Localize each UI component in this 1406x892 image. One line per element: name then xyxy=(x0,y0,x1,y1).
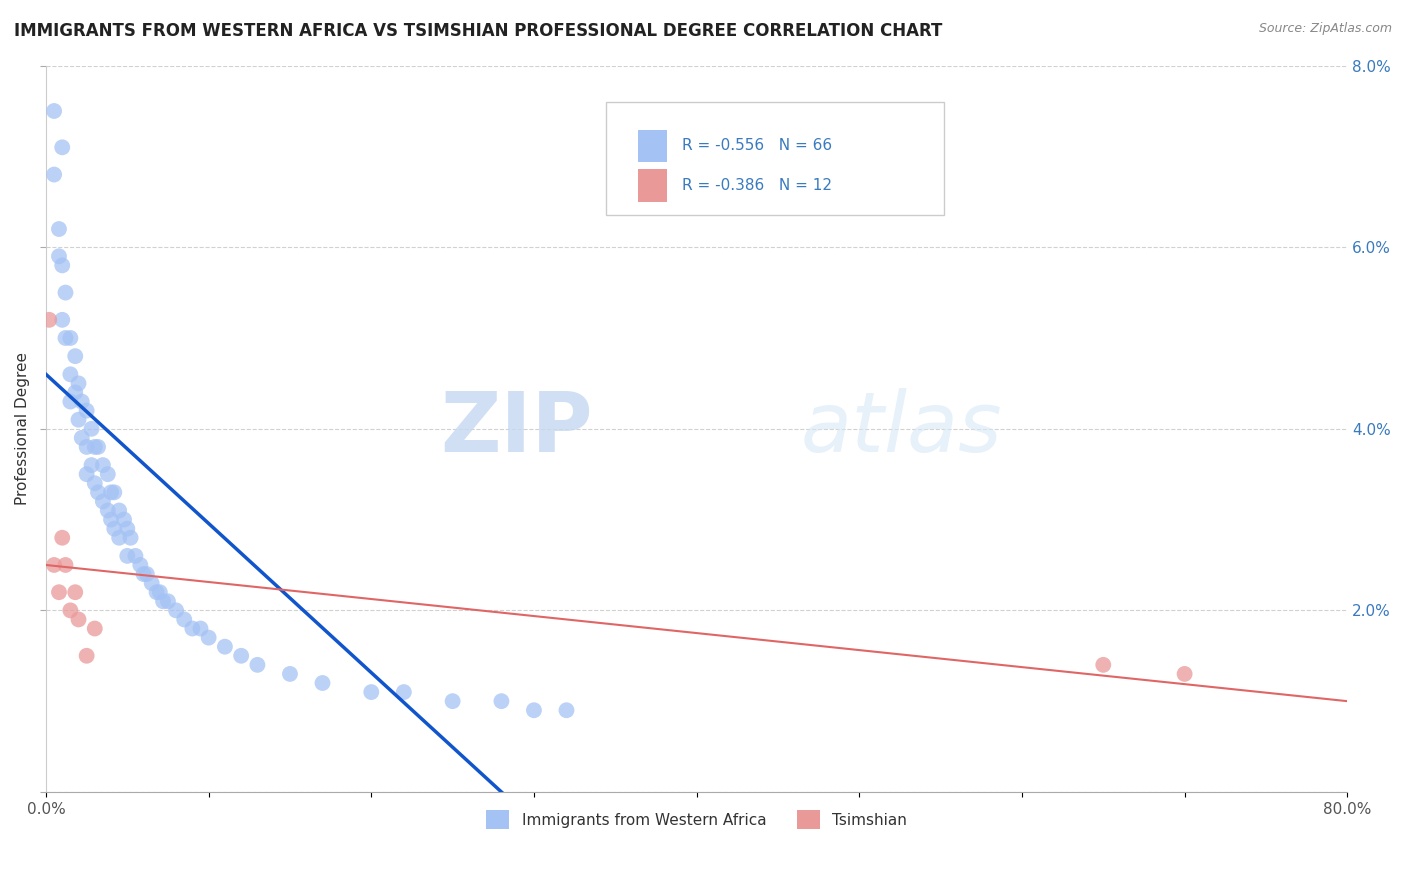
Point xyxy=(51,140,73,154)
Point xyxy=(555,703,578,717)
Point xyxy=(103,485,125,500)
Point xyxy=(278,667,301,681)
Point xyxy=(55,558,77,572)
Point xyxy=(65,585,87,599)
Point xyxy=(65,349,87,363)
Text: R = -0.556   N = 66: R = -0.556 N = 66 xyxy=(682,138,832,153)
Point xyxy=(156,594,179,608)
Point xyxy=(83,476,105,491)
Point xyxy=(76,467,98,482)
Point xyxy=(67,376,90,391)
Point xyxy=(441,694,464,708)
Point xyxy=(149,585,172,599)
Point xyxy=(42,558,65,572)
Point xyxy=(67,612,90,626)
Point xyxy=(129,558,152,572)
Point xyxy=(311,676,333,690)
Point xyxy=(59,394,82,409)
Bar xyxy=(638,169,666,202)
Point xyxy=(65,385,87,400)
Y-axis label: Professional Degree: Professional Degree xyxy=(15,352,30,505)
Point xyxy=(100,512,122,526)
Point xyxy=(51,258,73,272)
Point xyxy=(231,648,253,663)
Point xyxy=(97,467,120,482)
Point xyxy=(392,685,415,699)
Point xyxy=(197,631,219,645)
Point xyxy=(76,440,98,454)
Point xyxy=(91,458,114,472)
Text: R = -0.386   N = 12: R = -0.386 N = 12 xyxy=(682,178,832,194)
Point xyxy=(48,222,70,236)
Point xyxy=(55,331,77,345)
Point xyxy=(91,494,114,508)
Text: Source: ZipAtlas.com: Source: ZipAtlas.com xyxy=(1258,22,1392,36)
Point xyxy=(87,440,110,454)
Point xyxy=(112,512,135,526)
FancyBboxPatch shape xyxy=(606,102,943,214)
Point xyxy=(48,585,70,599)
Point xyxy=(117,549,139,563)
Point xyxy=(87,485,110,500)
Point xyxy=(132,567,155,582)
Point xyxy=(103,522,125,536)
Point xyxy=(173,612,195,626)
Point xyxy=(214,640,236,654)
Point xyxy=(246,657,269,672)
Point xyxy=(51,531,73,545)
Text: IMMIGRANTS FROM WESTERN AFRICA VS TSIMSHIAN PROFESSIONAL DEGREE CORRELATION CHAR: IMMIGRANTS FROM WESTERN AFRICA VS TSIMSH… xyxy=(14,22,942,40)
Point xyxy=(42,103,65,118)
Point xyxy=(70,394,93,409)
Text: atlas: atlas xyxy=(801,388,1002,469)
Point xyxy=(141,576,163,591)
Point xyxy=(80,422,103,436)
Point xyxy=(55,285,77,300)
Point xyxy=(67,413,90,427)
Point xyxy=(59,331,82,345)
Point xyxy=(38,313,60,327)
Point xyxy=(1174,667,1197,681)
Point xyxy=(120,531,142,545)
Bar xyxy=(638,129,666,162)
Point xyxy=(70,431,93,445)
Point xyxy=(59,368,82,382)
Point xyxy=(48,249,70,263)
Point xyxy=(165,603,187,617)
Point xyxy=(145,585,167,599)
Point xyxy=(360,685,382,699)
Legend: Immigrants from Western Africa, Tsimshian: Immigrants from Western Africa, Tsimshia… xyxy=(481,805,912,835)
Point xyxy=(51,313,73,327)
Point xyxy=(135,567,157,582)
Point xyxy=(190,622,212,636)
Point xyxy=(108,503,131,517)
Point xyxy=(76,648,98,663)
Point xyxy=(42,168,65,182)
Point xyxy=(181,622,204,636)
Point xyxy=(491,694,513,708)
Point xyxy=(108,531,131,545)
Point xyxy=(152,594,174,608)
Point xyxy=(83,440,105,454)
Point xyxy=(97,503,120,517)
Text: ZIP: ZIP xyxy=(440,388,592,469)
Point xyxy=(100,485,122,500)
Point xyxy=(76,403,98,417)
Point xyxy=(80,458,103,472)
Point xyxy=(1092,657,1115,672)
Point xyxy=(59,603,82,617)
Point xyxy=(83,622,105,636)
Point xyxy=(117,522,139,536)
Point xyxy=(124,549,146,563)
Point xyxy=(523,703,546,717)
